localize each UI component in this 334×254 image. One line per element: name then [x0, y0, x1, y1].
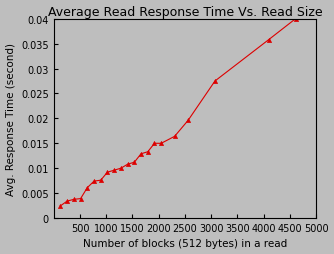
Y-axis label: Avg. Response Time (second): Avg. Response Time (second)	[6, 43, 16, 195]
X-axis label: Number of blocks (512 bytes) in a read: Number of blocks (512 bytes) in a read	[83, 239, 287, 248]
Title: Average Read Response Time Vs. Read Size: Average Read Response Time Vs. Read Size	[48, 6, 322, 19]
